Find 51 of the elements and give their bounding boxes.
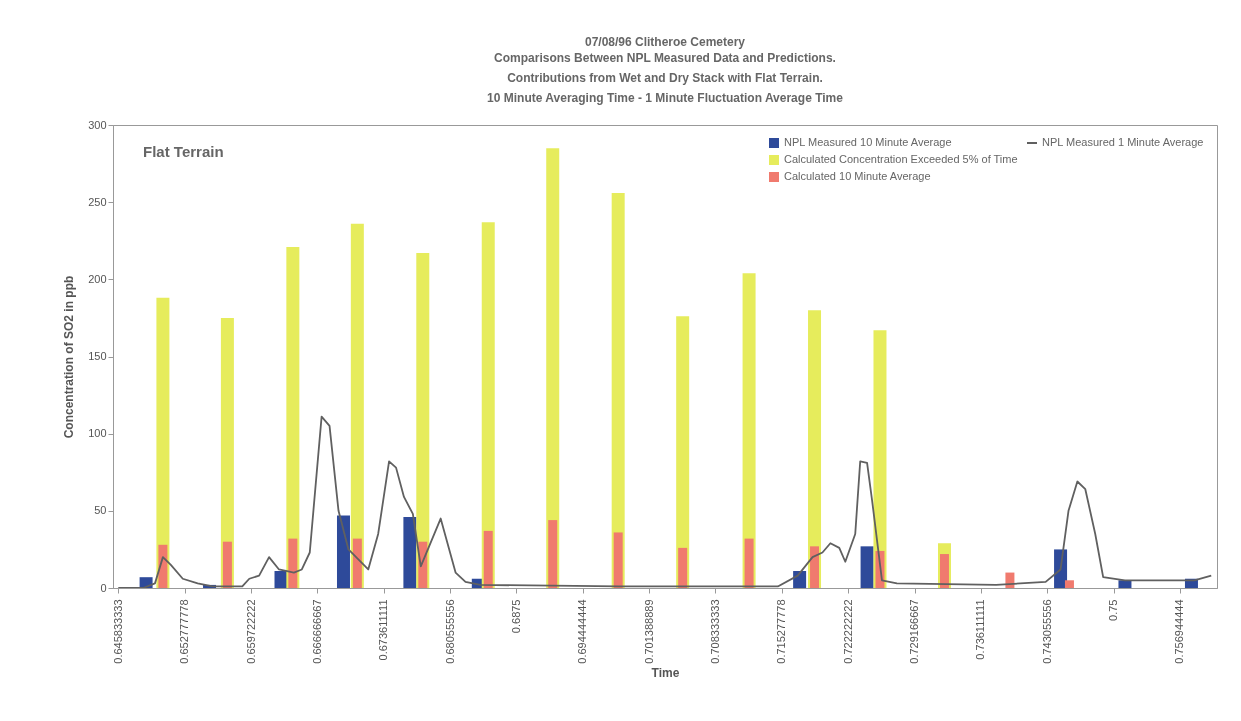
x-tick-label: 0.666666667 [310,599,323,664]
legend-label: NPL Measured 10 Minute Average [784,136,952,148]
y-axis-title: Concentration of SO2 in ppb [62,275,77,439]
y-tick-label: 200 [88,272,107,285]
x-tick-label: 0.75 [1107,599,1120,621]
x-tick-label: 0.708333333 [708,599,721,664]
x-tick-label: 0.659722222 [244,599,257,664]
bar [350,223,364,588]
bar [336,515,350,588]
x-tick-label: 0.701388889 [642,599,655,664]
legend-label: Calculated 10 Minute Average [784,170,931,182]
bar [793,571,807,588]
bar [1064,580,1074,588]
x-tick-label: 0.715277778 [775,599,788,664]
y-tick-label: 300 [88,118,107,131]
bar [222,541,232,588]
x-tick-label: 0.680555556 [443,599,456,664]
bar [416,253,430,588]
legend-label: Calculated Concentration Exceeded 5% of Time [784,153,1018,165]
bar [678,547,688,588]
y-tick-label: 100 [88,427,107,440]
x-tick-label: 0.736111111 [974,599,987,660]
x-tick-label: 0.652777778 [178,599,191,664]
x-tick-label: 0.743055556 [1040,599,1053,664]
x-axis-title: Time [651,665,680,680]
chart-title: 07/08/96 Clitheroe Cemetery [584,35,746,49]
bar [939,554,949,588]
x-tick-label: 0.694444444 [576,599,589,664]
x-tick-label: 0.729166667 [908,599,921,664]
bar [483,530,493,588]
bar [810,546,820,588]
x-tick-label: 0.756944444 [1173,599,1186,664]
line-series [117,415,1213,588]
x-tick-label: 0.722222222 [841,599,854,664]
x-tick-label: 0.6875 [509,599,522,634]
bar [352,538,362,588]
y-tick-label: 150 [88,350,107,362]
annotation: Flat Terrain [143,143,224,160]
bar [860,546,874,588]
y-tick-label: 250 [88,195,107,208]
bar [613,532,623,588]
legend-label: NPL Measured 1 Minute Average [1042,136,1204,148]
y-tick-label: 50 [94,504,107,517]
bar [744,538,754,588]
y-tick-label: 0 [100,581,107,594]
chart-subtitle: Comparisons Between NPL Measured Data and Predictions. Contributions from Wet and Dry Stack with Flat Terrain. 10 Minute Averaging Time - 1 Minute Fluctuation Average Time [487,51,844,105]
x-tick-label: 0.645833333 [111,599,124,664]
bar [403,517,417,588]
bar [288,538,298,588]
x-tick-label: 0.673611111 [377,599,390,661]
bar [548,520,558,588]
